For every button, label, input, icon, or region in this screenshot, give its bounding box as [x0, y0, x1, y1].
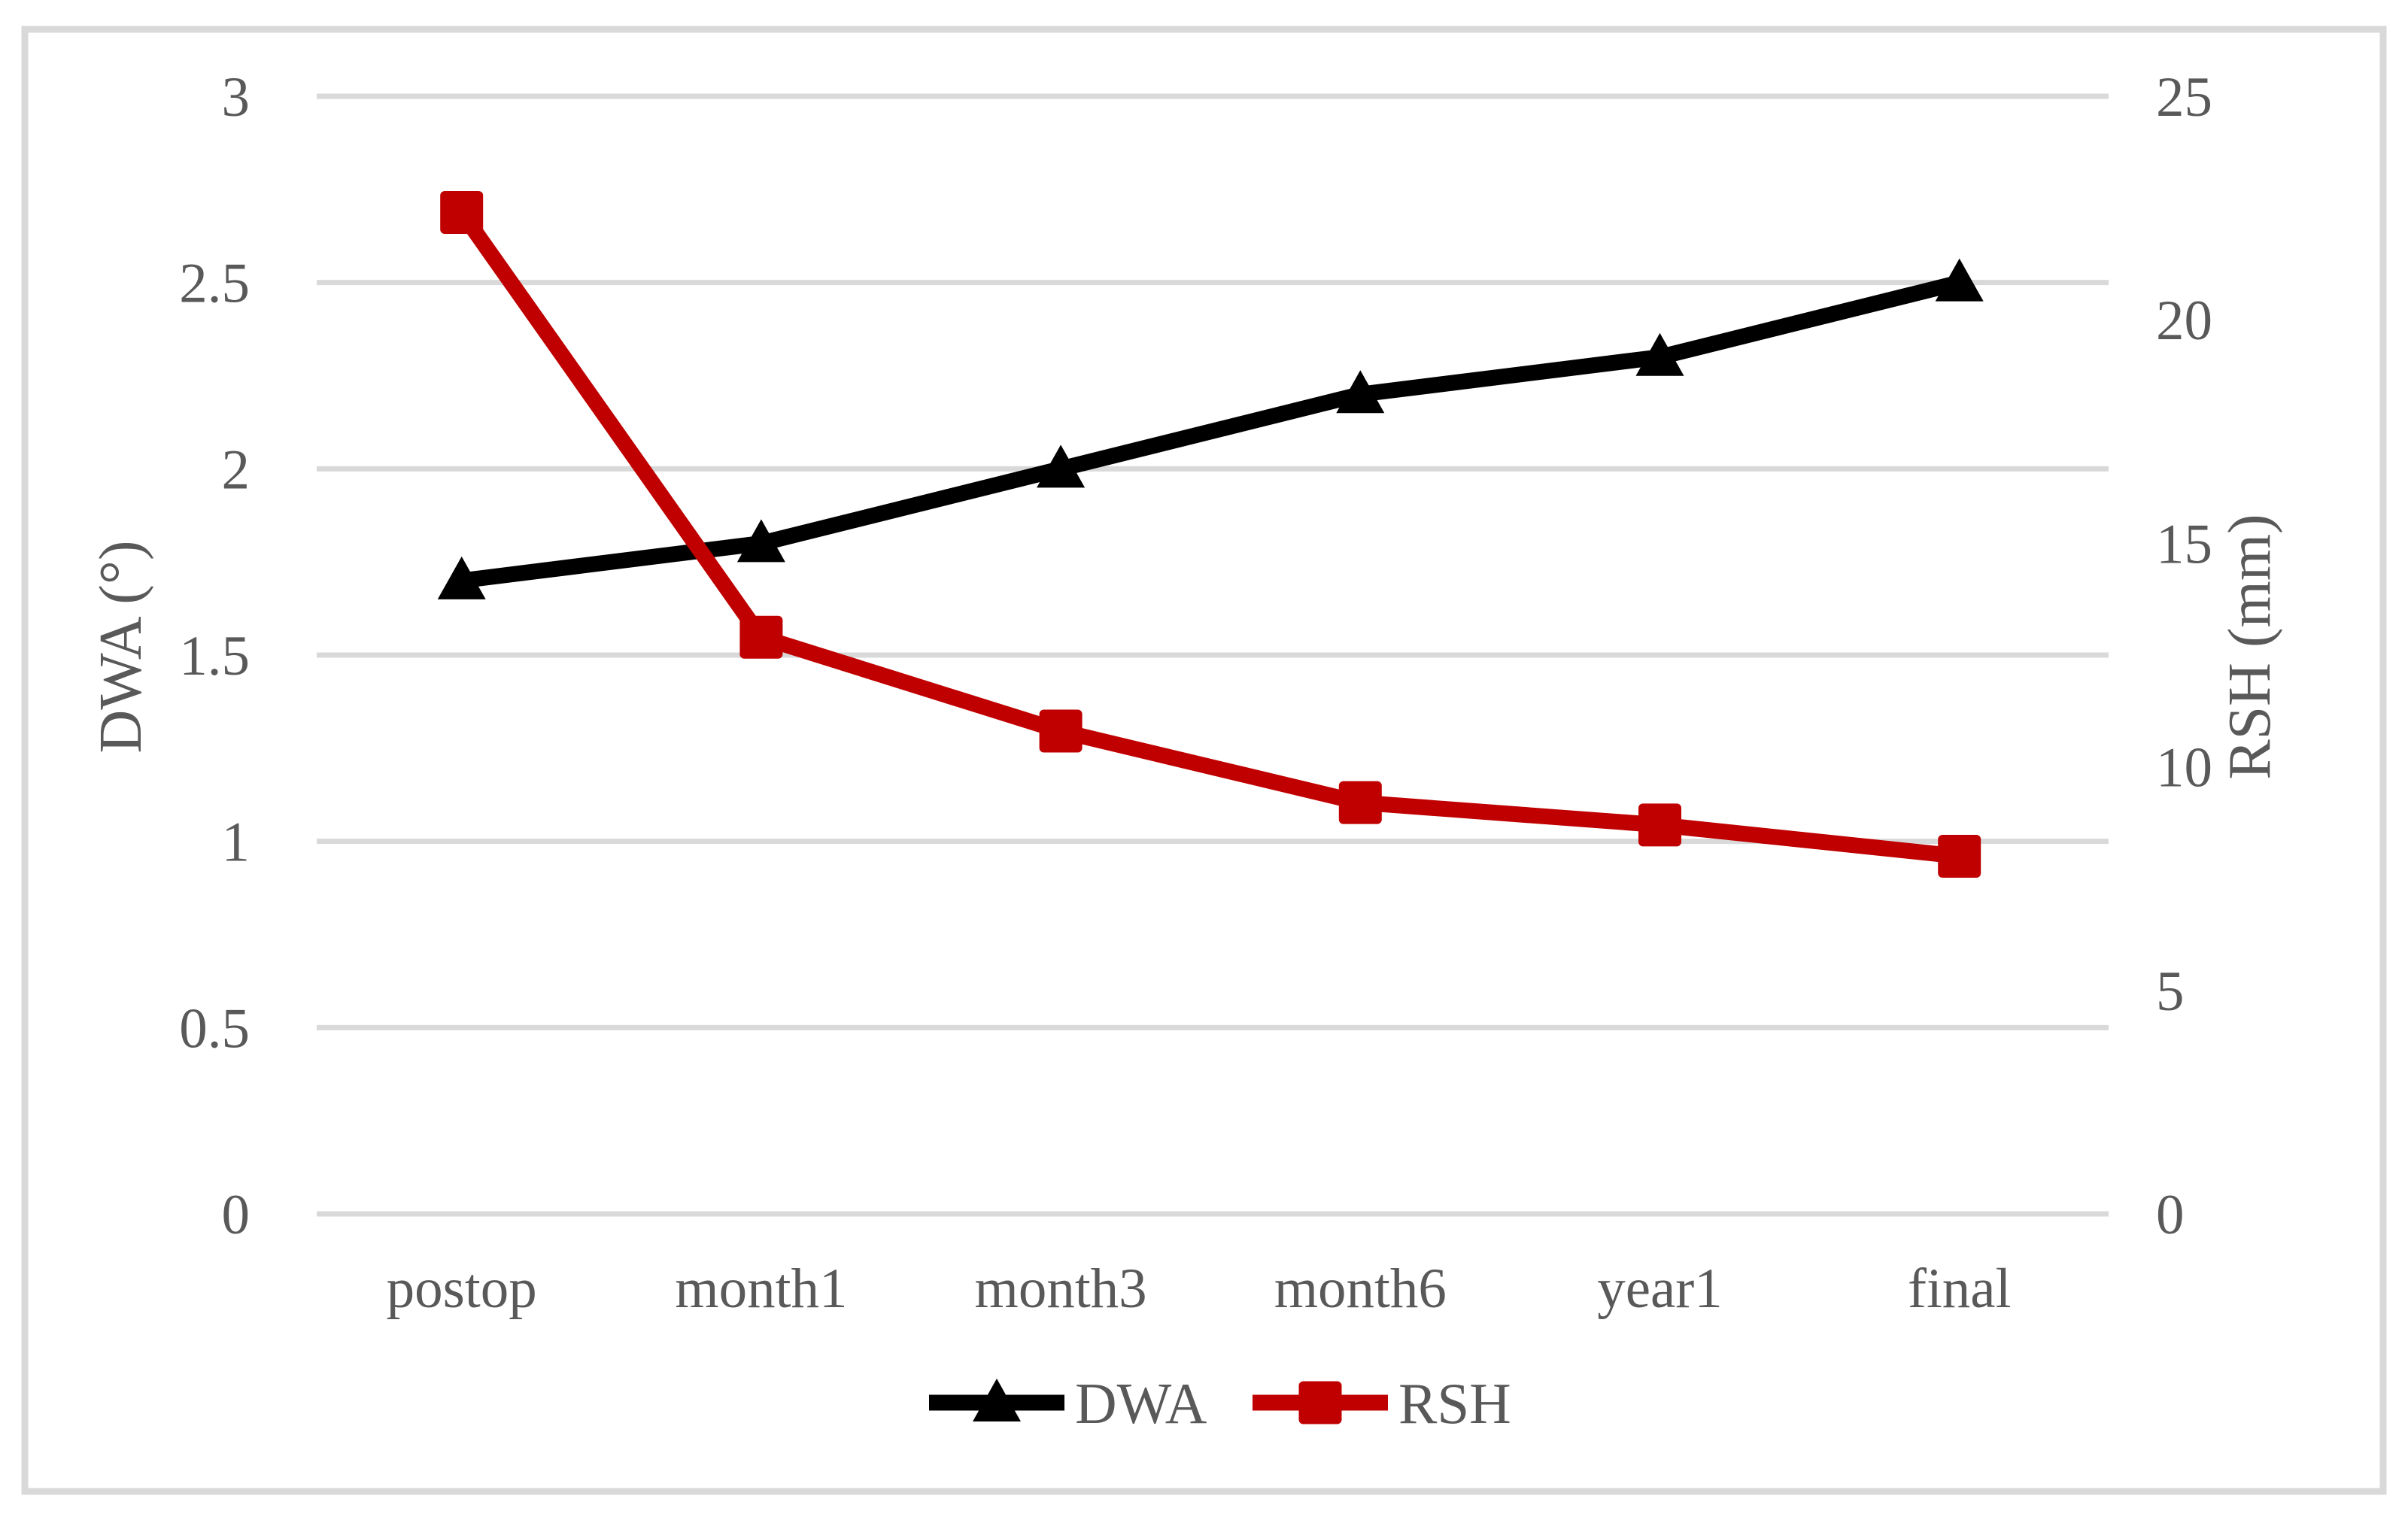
rsh-marker-square [739, 615, 783, 659]
right-axis-tick: 20 [2156, 290, 2212, 352]
right-axis-tick: 0 [2156, 1184, 2185, 1246]
rsh-series-line [455, 208, 1960, 864]
dwa-marker-triangle [1037, 444, 1086, 488]
x-axis-label: year1 [1597, 1258, 1723, 1320]
right-axis-title: RSH (mm) [2217, 514, 2283, 779]
legend-rsh-label: RSH [1398, 1371, 1511, 1436]
dwa-marker-triangle [1635, 332, 1684, 376]
right-axis-tick: 10 [2156, 737, 2212, 799]
x-axis-label: month3 [975, 1258, 1147, 1320]
rsh-marker-square [440, 191, 484, 235]
left-axis-tick: 3 [222, 66, 251, 129]
right-axis-tick: 5 [2156, 960, 2185, 1023]
x-axis-label: month6 [1274, 1258, 1447, 1320]
legend-rsh-marker [1298, 1381, 1342, 1424]
x-axis-label: postop [387, 1258, 537, 1320]
dwa-marker-triangle [736, 519, 785, 563]
dwa-marker-triangle [1336, 370, 1385, 414]
figure-border [21, 26, 2387, 1495]
rsh-marker-square [1638, 803, 1681, 847]
left-axis-tick: 2 [222, 438, 251, 501]
dwa-marker-triangle [1935, 258, 1984, 302]
x-axis-label: month1 [675, 1258, 847, 1320]
rsh-marker-square [1039, 709, 1083, 753]
rsh-marker-square [1338, 781, 1382, 824]
legend-dwa-marker [973, 1379, 1021, 1421]
right-axis-tick: 15 [2156, 513, 2212, 575]
left-axis-tick: 2.5 [179, 253, 250, 315]
rsh-marker-square [1938, 834, 1981, 878]
legend-dwa-label: DWA [1075, 1371, 1207, 1436]
dwa-marker-triangle [437, 556, 486, 599]
left-axis-tick: 1.5 [179, 625, 250, 687]
dwa-series-line [460, 275, 1962, 589]
x-axis-label: final [1908, 1258, 2011, 1320]
left-axis-tick: 0 [222, 1184, 251, 1246]
left-axis-tick: 0.5 [179, 997, 250, 1060]
right-axis-tick: 25 [2156, 66, 2212, 129]
left-axis-tick: 1 [222, 812, 251, 874]
left-axis-title: DWA (°) [88, 540, 154, 753]
